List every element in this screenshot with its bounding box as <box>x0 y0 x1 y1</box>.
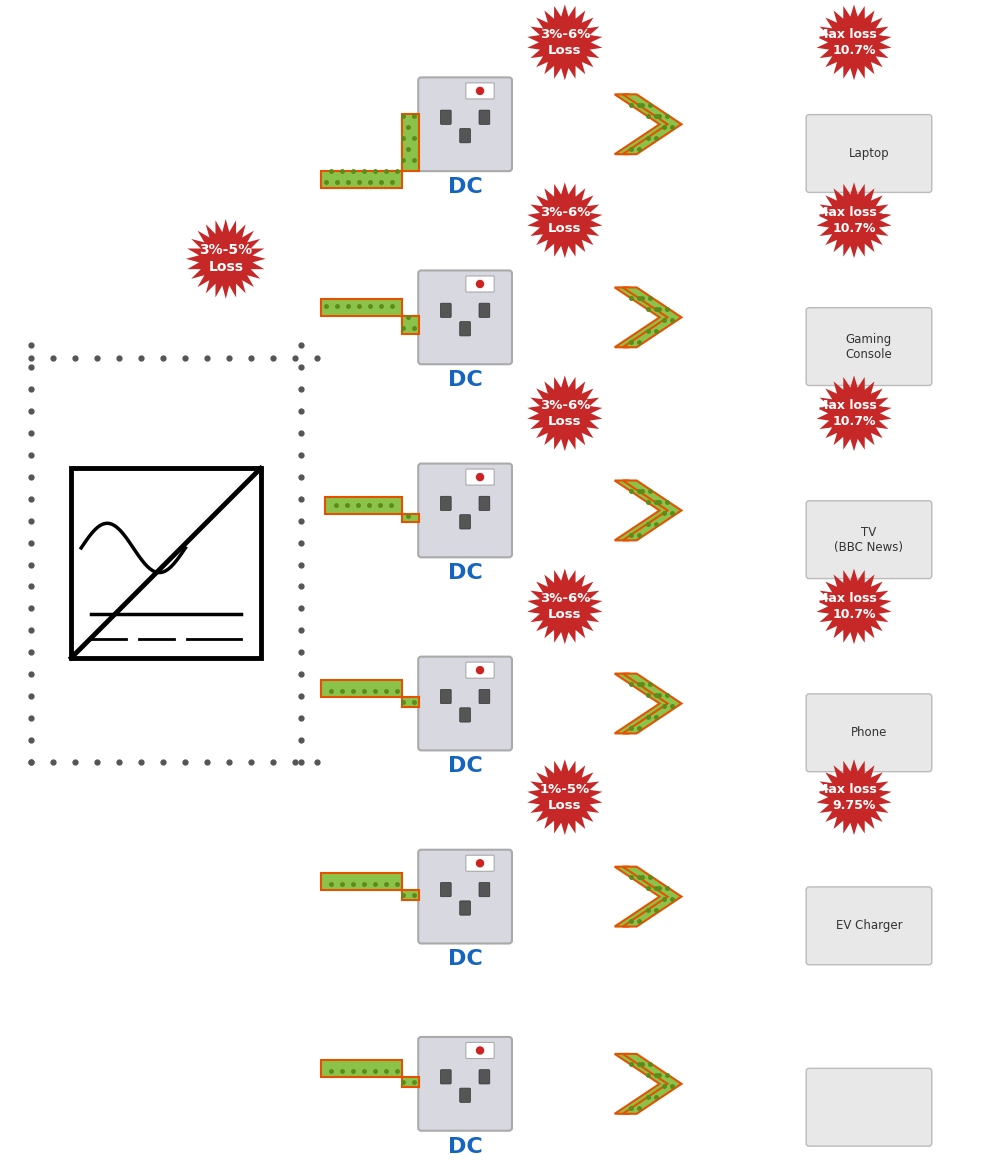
Text: Max loss =
10.7%: Max loss = 10.7% <box>816 205 892 235</box>
Polygon shape <box>623 287 681 347</box>
FancyBboxPatch shape <box>466 83 494 99</box>
Polygon shape <box>615 673 674 733</box>
Polygon shape <box>623 1053 681 1114</box>
Polygon shape <box>623 94 681 154</box>
FancyBboxPatch shape <box>418 1037 512 1131</box>
Circle shape <box>477 88 484 94</box>
Polygon shape <box>615 1053 674 1114</box>
Text: 3%-6%
Loss: 3%-6% Loss <box>540 592 590 621</box>
Polygon shape <box>527 182 602 258</box>
FancyBboxPatch shape <box>466 855 494 872</box>
FancyBboxPatch shape <box>806 694 932 772</box>
FancyBboxPatch shape <box>460 901 470 915</box>
Polygon shape <box>527 5 602 80</box>
Polygon shape <box>817 759 892 835</box>
FancyBboxPatch shape <box>479 690 490 704</box>
Circle shape <box>477 666 484 673</box>
FancyBboxPatch shape <box>418 849 512 943</box>
FancyBboxPatch shape <box>479 303 490 318</box>
Polygon shape <box>615 867 674 927</box>
Polygon shape <box>623 673 681 733</box>
Text: EV Charger: EV Charger <box>836 920 902 933</box>
FancyBboxPatch shape <box>460 321 470 335</box>
FancyBboxPatch shape <box>460 1089 470 1103</box>
Text: DC: DC <box>448 949 482 969</box>
Text: DC: DC <box>448 371 482 391</box>
FancyBboxPatch shape <box>806 115 932 192</box>
Polygon shape <box>615 481 674 541</box>
FancyBboxPatch shape <box>479 1070 490 1084</box>
Text: 3%-5%
Loss: 3%-5% Loss <box>199 243 252 274</box>
FancyBboxPatch shape <box>460 707 470 723</box>
Polygon shape <box>817 182 892 258</box>
FancyBboxPatch shape <box>418 463 512 557</box>
FancyBboxPatch shape <box>466 662 494 678</box>
FancyBboxPatch shape <box>466 469 494 486</box>
Circle shape <box>477 280 484 287</box>
Text: Laptop: Laptop <box>849 147 889 160</box>
FancyBboxPatch shape <box>418 77 512 171</box>
FancyBboxPatch shape <box>460 515 470 529</box>
Circle shape <box>477 1047 484 1055</box>
FancyBboxPatch shape <box>440 496 451 510</box>
FancyBboxPatch shape <box>460 129 470 143</box>
FancyBboxPatch shape <box>418 657 512 751</box>
FancyBboxPatch shape <box>466 276 494 292</box>
Text: Max loss =
10.7%: Max loss = 10.7% <box>816 399 892 428</box>
FancyBboxPatch shape <box>479 496 490 510</box>
Text: 3%-6%
Loss: 3%-6% Loss <box>540 205 590 235</box>
Text: Max loss =
9.75%: Max loss = 9.75% <box>816 782 892 812</box>
FancyBboxPatch shape <box>806 1069 932 1146</box>
Polygon shape <box>527 759 602 835</box>
Polygon shape <box>615 287 674 347</box>
Text: Phone: Phone <box>851 726 887 739</box>
FancyBboxPatch shape <box>440 1070 451 1084</box>
FancyBboxPatch shape <box>418 271 512 365</box>
Polygon shape <box>623 867 681 927</box>
Text: TV
(BBC News): TV (BBC News) <box>834 526 903 554</box>
FancyBboxPatch shape <box>71 468 261 658</box>
Text: DC: DC <box>448 177 482 197</box>
FancyBboxPatch shape <box>466 1043 494 1058</box>
FancyBboxPatch shape <box>806 887 932 964</box>
FancyBboxPatch shape <box>440 690 451 704</box>
Polygon shape <box>615 94 674 154</box>
Text: DC: DC <box>448 563 482 583</box>
Polygon shape <box>817 5 892 80</box>
Polygon shape <box>321 299 419 334</box>
Circle shape <box>477 474 484 481</box>
Polygon shape <box>325 497 419 522</box>
Polygon shape <box>321 873 419 900</box>
FancyBboxPatch shape <box>440 882 451 896</box>
Text: 3%-6%
Loss: 3%-6% Loss <box>540 399 590 428</box>
Text: DC: DC <box>448 1137 482 1157</box>
Polygon shape <box>817 375 892 452</box>
Circle shape <box>477 860 484 867</box>
Polygon shape <box>527 569 602 644</box>
Polygon shape <box>527 375 602 452</box>
Text: DC: DC <box>448 757 482 777</box>
FancyBboxPatch shape <box>806 307 932 386</box>
Polygon shape <box>321 1060 419 1087</box>
FancyBboxPatch shape <box>440 110 451 124</box>
FancyBboxPatch shape <box>479 110 490 124</box>
Polygon shape <box>321 680 419 707</box>
Text: 1%-5%
Loss: 1%-5% Loss <box>540 782 590 812</box>
Polygon shape <box>321 114 419 188</box>
FancyBboxPatch shape <box>479 882 490 896</box>
FancyBboxPatch shape <box>440 303 451 318</box>
Text: 3%-6%
Loss: 3%-6% Loss <box>540 28 590 56</box>
Polygon shape <box>186 219 266 299</box>
Text: Gaming
Console: Gaming Console <box>846 333 892 360</box>
Text: Max loss =
10.7%: Max loss = 10.7% <box>816 28 892 56</box>
Polygon shape <box>623 481 681 541</box>
Text: Max loss =
10.7%: Max loss = 10.7% <box>816 592 892 621</box>
Polygon shape <box>817 569 892 644</box>
FancyBboxPatch shape <box>806 501 932 578</box>
